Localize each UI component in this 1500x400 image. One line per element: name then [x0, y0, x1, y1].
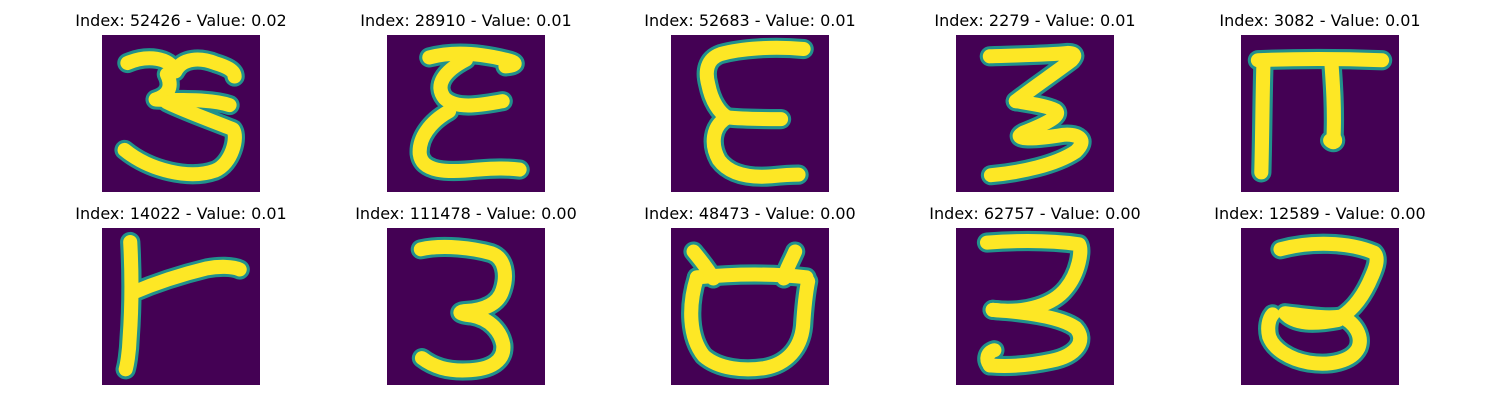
panel-title: Index: 62757 - Value: 0.00: [929, 204, 1141, 223]
digit-glyph: [979, 42, 1092, 186]
glyph-core: [422, 46, 522, 74]
glyph-core: [118, 235, 139, 377]
digit-glyph: [1258, 233, 1387, 374]
glyph-core: [982, 45, 1082, 109]
panel-title: Index: 14022 - Value: 0.01: [75, 204, 287, 223]
panel-image-zigzag-3: [956, 35, 1114, 192]
glyph-core: [699, 40, 811, 125]
glyph-core: [684, 270, 816, 377]
panel-title: Index: 111478 - Value: 0.00: [355, 204, 577, 223]
glyph-core: [117, 95, 242, 182]
glyph-core: [120, 51, 242, 84]
glyph-core: [1261, 307, 1367, 371]
glyph-core: [706, 110, 806, 184]
panel-image-ba-3: [102, 35, 260, 192]
glyph-core: [412, 104, 527, 179]
digit-glyph: [681, 241, 819, 380]
glyph-core: [979, 234, 1088, 318]
panel-image-pi-shape: [1241, 35, 1399, 192]
digit-glyph: [976, 230, 1091, 377]
panel-image-three-flat-top: [956, 228, 1114, 385]
glyph-core: [720, 110, 789, 127]
panel-title: Index: 52683 - Value: 0.01: [644, 11, 856, 30]
glyph-core: [433, 52, 510, 113]
panel-image-open-e: [671, 35, 829, 192]
glyph-core: [983, 94, 1089, 183]
glyph-core: [982, 302, 1088, 374]
digit-glyph: [1247, 48, 1393, 183]
panel-title: Index: 52426 - Value: 0.02: [75, 11, 287, 30]
glyph-core: [1277, 306, 1349, 330]
panel-title: Index: 12589 - Value: 0.00: [1214, 204, 1426, 223]
digit-glyph: [409, 43, 530, 182]
digit-glyph: [696, 37, 814, 187]
panel-title: Index: 48473 - Value: 0.00: [644, 204, 856, 223]
glyph-core: [1273, 236, 1384, 324]
panel-image-reverse-3-loops: [387, 35, 545, 192]
glyph-core: [689, 267, 814, 285]
panel-title: Index: 3082 - Value: 0.01: [1219, 11, 1421, 30]
glyph-core: [980, 343, 1002, 373]
panel-image-three-hook: [1241, 228, 1399, 385]
glyph-core: [1250, 51, 1390, 68]
glyph-core: [1254, 53, 1271, 180]
panel-image-cup-shape: [671, 228, 829, 385]
panel-image-three: [387, 228, 545, 385]
panel-title: Index: 2279 - Value: 0.01: [934, 11, 1136, 30]
glyph-core: [413, 239, 512, 378]
glyph-core: [148, 67, 237, 113]
digit-glyph: [115, 231, 250, 380]
panel-title: Index: 28910 - Value: 0.01: [360, 11, 572, 30]
glyph-core: [124, 259, 247, 301]
digit-glyph: [114, 48, 245, 185]
glyph-core: [1323, 54, 1343, 150]
panel-image-t-shape: [102, 228, 260, 385]
digit-glyph: [410, 236, 515, 381]
